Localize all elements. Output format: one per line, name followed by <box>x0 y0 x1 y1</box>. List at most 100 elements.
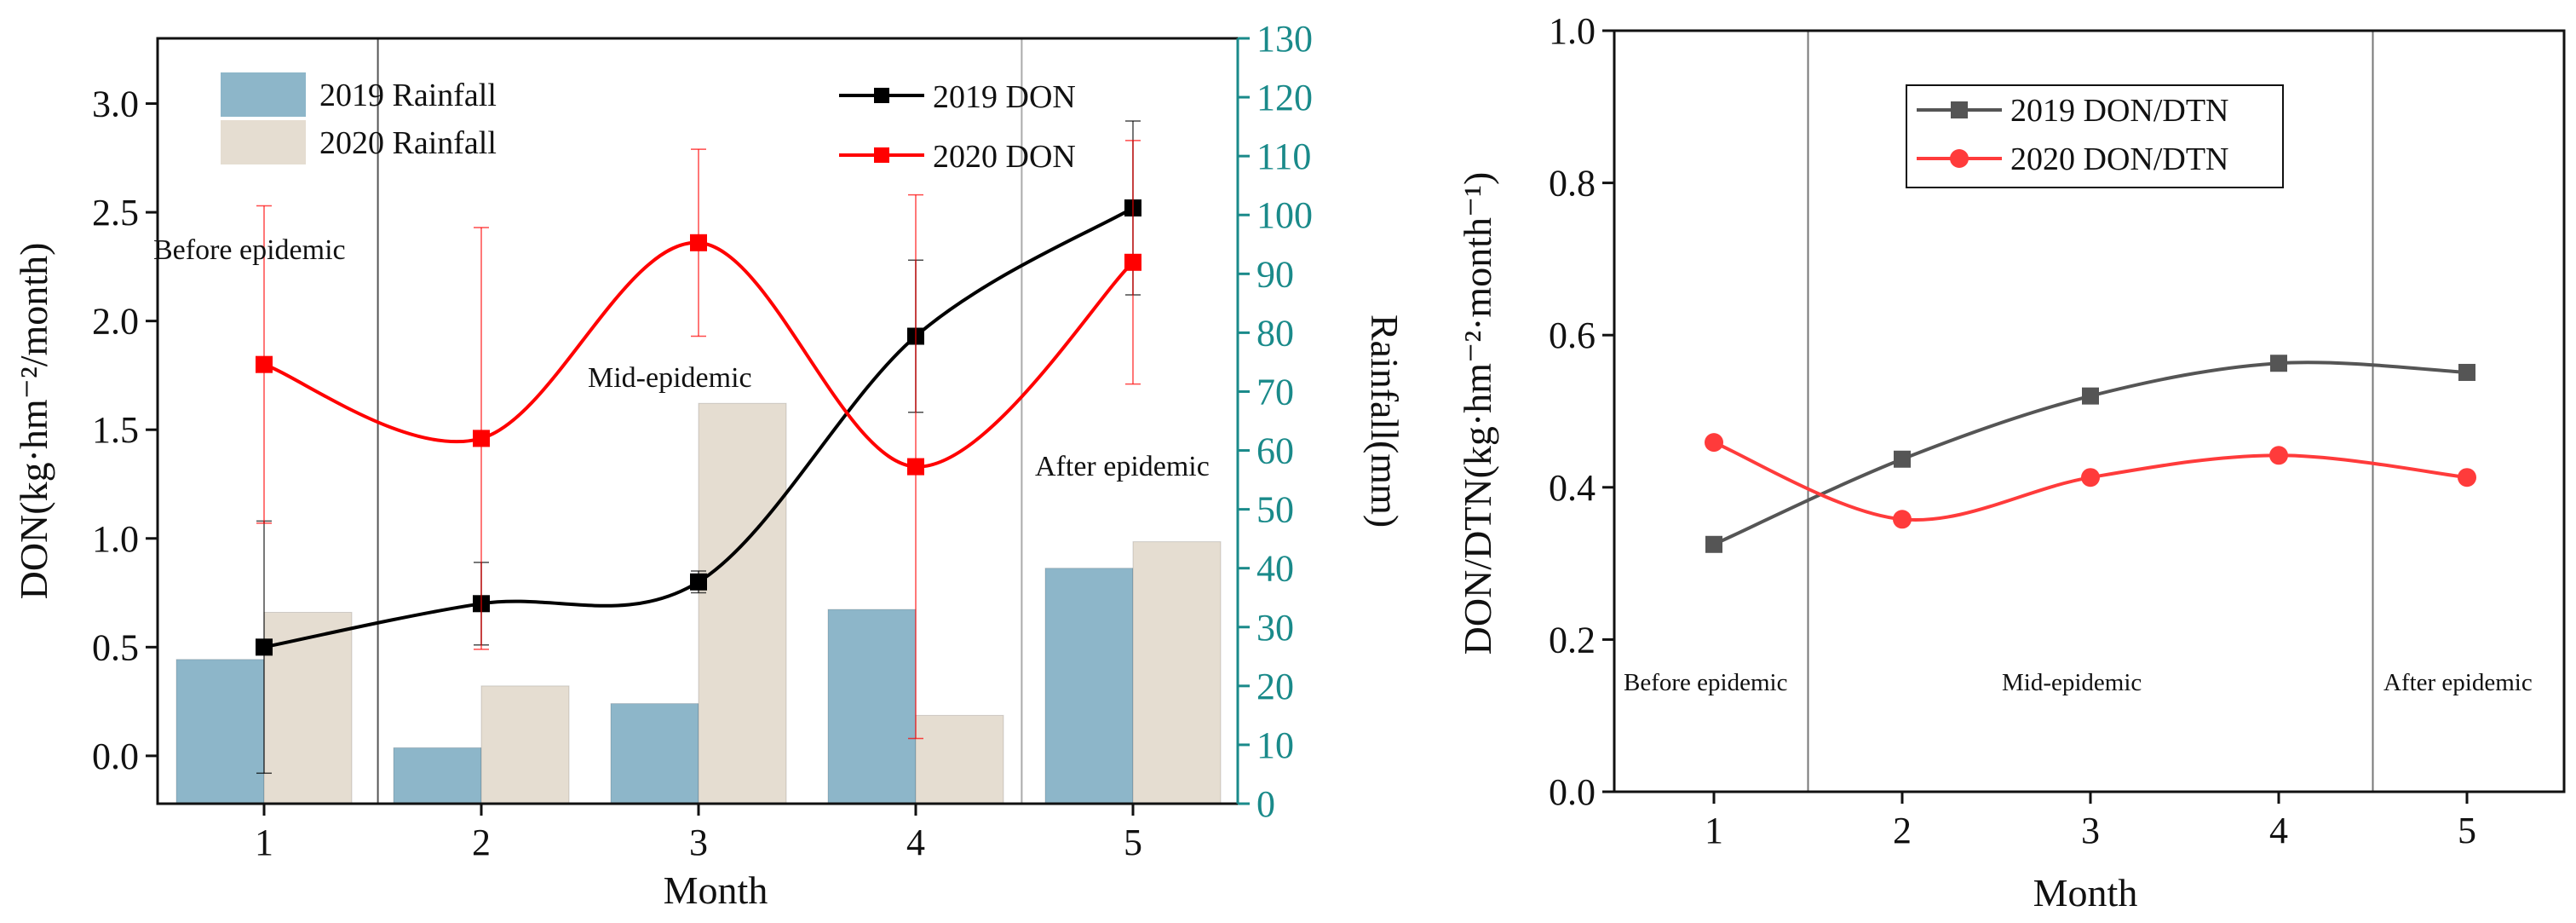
chart-don-dtn-ratio: 0.0 0.2 0.4 0.6 0.8 1.0 1 2 3 4 5 Month DON/DTN(k… <box>1456 10 2566 914</box>
y2-tick-label: 90 <box>1256 253 1294 295</box>
point-2020-don-1 <box>256 355 273 373</box>
y2-tick-label: 100 <box>1256 194 1313 236</box>
y2-tick-label: 0 <box>1256 783 1275 825</box>
legend-label-2020-rainfall: 2020 Rainfall <box>319 125 497 161</box>
legend-label-2019-rainfall: 2019 Rainfall <box>319 78 497 113</box>
point-2020-don-3 <box>690 234 707 251</box>
x-axis-label: Month <box>2033 871 2138 914</box>
x-tick-label: 1 <box>255 822 273 863</box>
bar-2019-rainfall-5 <box>1044 568 1134 805</box>
legend: 2019 DON/DTN 2020 DON/DTN <box>1906 84 2284 188</box>
x-axis: 1 2 3 4 5 <box>255 804 1142 863</box>
x-axis: 1 2 3 4 5 <box>1705 792 2476 851</box>
legend-label-2020-ratio: 2020 DON/DTN <box>2010 141 2228 177</box>
y-tick-label: 1.0 <box>1549 10 1596 52</box>
legend-label-2019-don: 2019 DON <box>933 79 1076 115</box>
x-tick-label: 5 <box>2458 810 2476 851</box>
point-2019-don-dtn-1 <box>1705 535 1722 553</box>
point-2020-don-dtn-1 <box>1705 433 1723 453</box>
y2-tick-label: 110 <box>1256 136 1311 177</box>
y2-tick-label: 40 <box>1256 548 1294 590</box>
y-axis-label: DON/DTN(kg·hm⁻²·month⁻¹) <box>1456 172 1499 655</box>
y2-tick-label: 120 <box>1256 77 1313 118</box>
y2-tick-label: 10 <box>1256 724 1294 766</box>
bar-2019-rainfall-2 <box>393 747 482 805</box>
x-tick-label: 4 <box>2269 810 2288 851</box>
y-axis-label: DON(kg·hm⁻²/month) <box>12 243 55 600</box>
x-tick-label: 5 <box>1124 822 1142 863</box>
bar-2020-rainfall-3 <box>698 402 787 805</box>
point-2019-don-dtn-5 <box>2458 363 2475 381</box>
point-2020-don-dtn-4 <box>2269 446 2288 465</box>
y-tick-label: 1.0 <box>92 518 139 560</box>
bar-2020-rainfall-1 <box>263 612 353 805</box>
y-axis: 0.0 0.2 0.4 0.6 0.8 1.0 <box>1549 10 1614 813</box>
annotation-before-epidemic: Before epidemic <box>153 234 346 266</box>
legend-marker-2020-don <box>874 147 889 163</box>
y2-tick-label: 60 <box>1256 430 1294 472</box>
x-tick-label: 3 <box>689 822 708 863</box>
left-y-axis: 0.0 0.5 1.0 1.5 2.0 2.5 3.0 <box>92 84 158 777</box>
y-tick-label: 0.6 <box>1549 314 1596 356</box>
x-tick-label: 1 <box>1705 810 1723 851</box>
x-tick-label: 3 <box>2081 810 2100 851</box>
y-tick-label: 0.8 <box>1549 163 1596 205</box>
y-tick-label: 0.2 <box>1549 619 1596 661</box>
y2-tick-label: 70 <box>1256 371 1294 412</box>
legend-swatch-2019-rainfall <box>221 72 306 117</box>
y-tick-label: 0.4 <box>1549 467 1596 509</box>
x-tick-label: 2 <box>472 822 491 863</box>
x-tick-label: 2 <box>1893 810 1912 851</box>
point-2019-don-dtn-4 <box>2270 355 2287 372</box>
legend-marker-2020-ratio <box>1950 149 1969 168</box>
y2-tick-label: 80 <box>1256 312 1294 354</box>
y2-tick-label: 50 <box>1256 489 1294 531</box>
y2-tick-label: 130 <box>1256 18 1313 60</box>
y-tick-label: 0.5 <box>92 626 139 668</box>
bar-2020-rainfall-2 <box>480 685 570 805</box>
y-tick-label: 0.0 <box>1549 771 1596 813</box>
y-tick-label: 2.0 <box>92 301 139 343</box>
point-2019-don-1 <box>256 638 273 656</box>
bar-2020-rainfall-4 <box>915 714 1004 805</box>
phase-dividers <box>1807 31 2374 792</box>
y-tick-label: 0.0 <box>92 736 139 777</box>
y2-tick-label: 30 <box>1256 607 1294 649</box>
y-tick-label: 1.5 <box>92 409 139 451</box>
bar-2019-rainfall-1 <box>175 659 265 805</box>
y2-tick-label: 20 <box>1256 666 1294 707</box>
don-series <box>256 120 1141 775</box>
legend-label-2019-ratio: 2019 DON/DTN <box>2010 93 2228 129</box>
point-2020-don-dtn-2 <box>1893 510 1912 529</box>
annotation-mid-epidemic: Mid-epidemic <box>588 362 752 394</box>
y-tick-label: 2.5 <box>92 192 139 234</box>
rainfall-bars <box>175 402 1222 805</box>
legend-marker-2019-don <box>874 88 889 103</box>
chart-don-rainfall: 0.0 0.5 1.0 1.5 2.0 2.5 3.0 0 10 20 30 40 50 60 70 80 9… <box>12 18 1406 912</box>
point-2020-don-2 <box>473 430 490 447</box>
point-2020-don-4 <box>907 458 924 476</box>
legend-swatch-2020-rainfall <box>221 120 306 164</box>
annotation-after-epidemic: After epidemic <box>2383 669 2533 696</box>
legend-rainfall: 2019 Rainfall 2020 Rainfall <box>221 72 497 164</box>
right-y-axis: 0 10 20 30 40 50 60 70 80 90 100 110 120 130 <box>1238 18 1313 825</box>
point-2020-don-dtn-5 <box>2458 468 2476 487</box>
bar-2019-rainfall-3 <box>610 703 699 805</box>
point-2020-don-dtn-3 <box>2081 468 2100 487</box>
annotation-after-epidemic: After epidemic <box>1035 451 1210 482</box>
annotation-mid-epidemic: Mid-epidemic <box>2002 669 2142 696</box>
x-tick-label: 4 <box>906 822 925 863</box>
y2-axis-label: Rainfall(mm) <box>1363 314 1406 528</box>
legend-don: 2019 DON 2020 DON <box>839 79 1076 175</box>
point-2019-don-3 <box>690 573 707 591</box>
x-axis-label: Month <box>664 868 768 912</box>
legend-box <box>1906 84 2284 188</box>
bar-2020-rainfall-5 <box>1132 541 1222 805</box>
y-tick-label: 3.0 <box>92 84 139 125</box>
point-2019-don-dtn-2 <box>1894 450 1911 468</box>
legend-label-2020-don: 2020 DON <box>933 139 1076 175</box>
legend-marker-2019-ratio <box>1951 101 1968 118</box>
annotation-before-epidemic: Before epidemic <box>1624 669 1787 696</box>
bar-2019-rainfall-4 <box>827 609 917 805</box>
